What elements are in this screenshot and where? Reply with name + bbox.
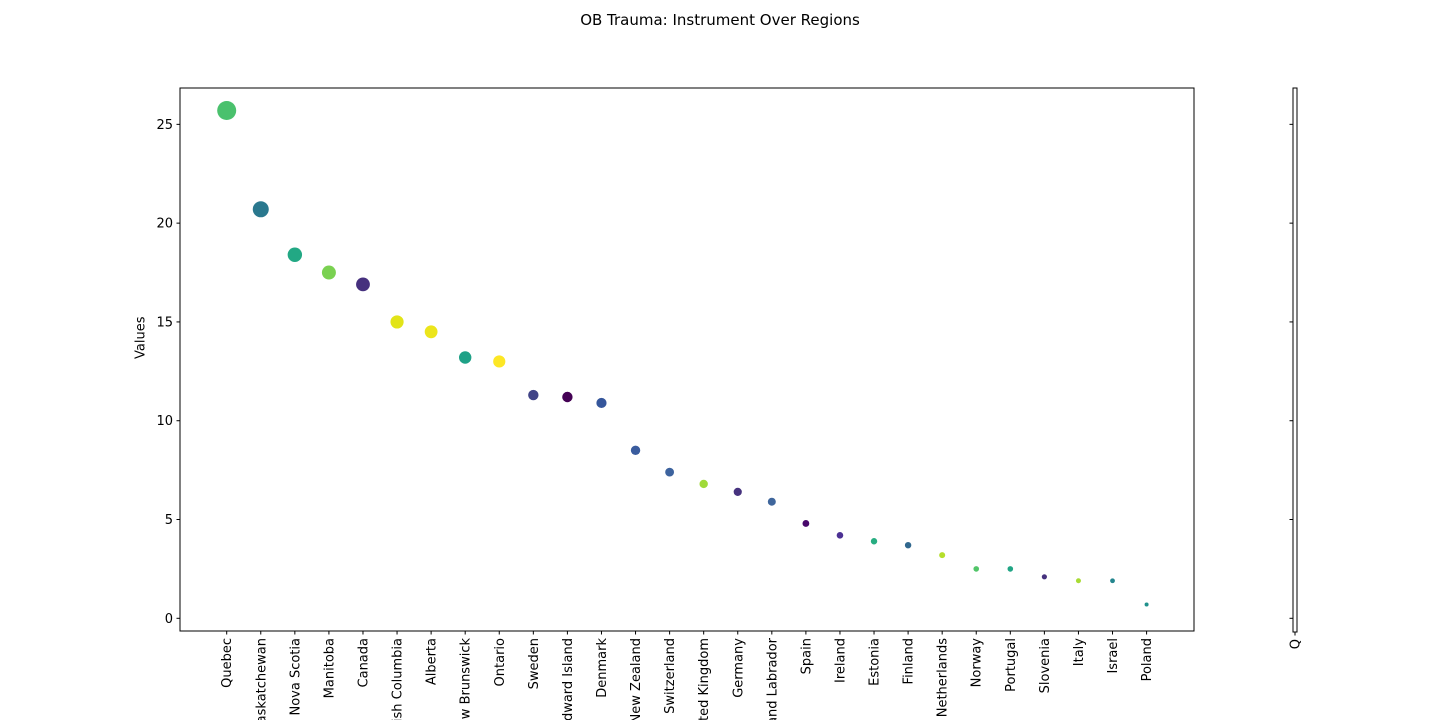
x-tick-label: Prince Edward Island [561,638,576,720]
y-tick-label: 0 [165,612,173,627]
x-tick-label: Canada [356,638,371,687]
x-tick-label: Ireland [833,638,848,683]
data-point [458,351,472,364]
x-tick-label: Nova Scotia [288,638,303,716]
y-tick-label: 25 [156,118,173,133]
y-tick-label: 10 [156,414,173,429]
data-point [356,277,370,292]
secondary-x-tick-label: Q [1289,639,1304,649]
data-point [1041,574,1047,580]
x-tick-label: Portugal [1004,638,1019,692]
x-tick-label: Poland [1140,638,1155,681]
secondary-axis-frame [1292,87,1298,633]
data-point [390,315,404,329]
data-point [973,566,980,572]
data-point [1110,578,1115,584]
data-point [939,552,946,559]
data-point [699,479,708,489]
x-tick-label: United Kingdom [697,638,712,720]
x-tick-label: British Columbia [391,638,406,720]
x-tick-label: Germany [731,638,746,698]
x-tick-label: New Brunswick [459,638,474,720]
x-tick-label: Newfoundland and Labrador [765,637,780,720]
data-point [1007,566,1014,572]
x-tick-label: Switzerland [663,638,678,714]
data-point [665,467,675,477]
data-point [528,389,539,401]
x-tick-label: Denmark [595,638,610,698]
data-point [904,541,912,549]
data-point [596,397,607,409]
data-point [733,487,742,496]
data-point [424,325,438,339]
x-tick-label: Netherlands [936,638,951,717]
y-tick-label: 5 [165,513,173,528]
x-tick-label: Italy [1072,638,1087,667]
x-tick-label: Quebec [220,638,235,688]
data-point [767,497,776,506]
data-point [321,265,336,280]
x-tick-label: Saskatchewan [254,638,269,720]
x-tick-label: Spain [799,638,814,674]
chart-title: OB Trauma: Instrument Over Regions [580,11,860,29]
data-point [217,101,237,121]
data-point [1144,602,1149,607]
x-tick-label: Ontario [493,638,508,686]
y-tick-label: 20 [156,217,173,232]
x-tick-label: New Zealand [629,638,644,720]
data-point [562,391,573,403]
y-tick-label: 15 [156,315,173,330]
data-point [630,445,641,456]
x-tick-label: Slovenia [1038,638,1053,693]
x-tick-label: Estonia [868,638,883,686]
data-point [870,538,878,545]
data-point [836,532,844,539]
x-tick-label: Israel [1106,638,1121,674]
x-tick-label: Sweden [527,638,542,689]
x-tick-label: Finland [902,638,917,684]
data-point [252,201,269,218]
x-tick-label: Norway [970,638,985,688]
data-point [802,520,810,527]
data-point [493,355,506,368]
x-tick-label: Alberta [425,638,440,685]
data-point [1075,578,1081,584]
data-point [287,247,303,262]
x-tick-label: Manitoba [322,638,337,698]
plot-frame [179,87,1195,632]
